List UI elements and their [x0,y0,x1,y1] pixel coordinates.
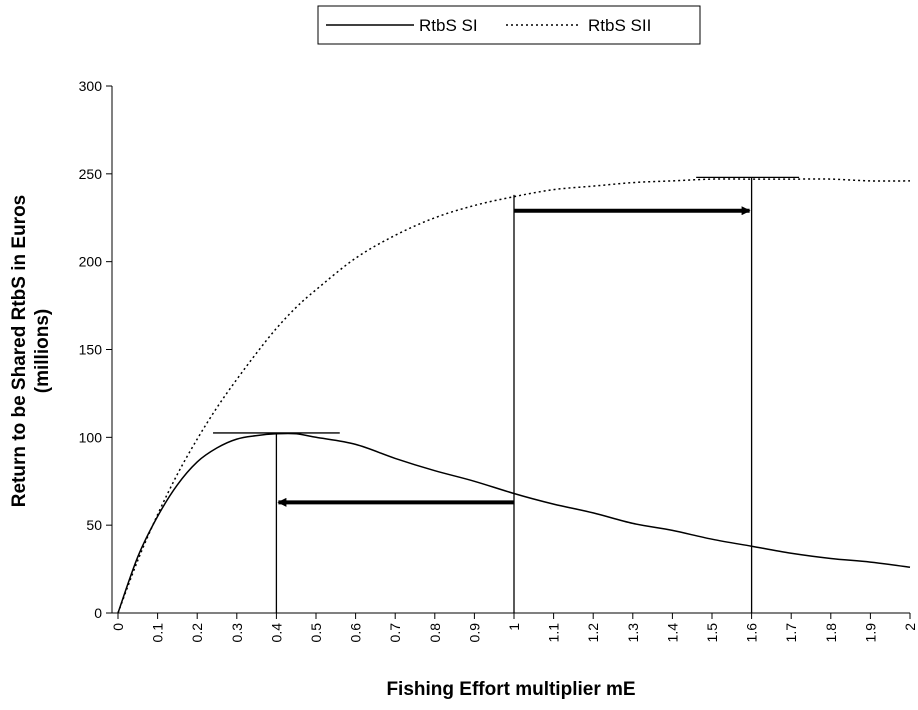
x-tick-label: 0.5 [308,623,324,643]
legend-label-rtbs-si: RtbS SI [419,16,478,35]
legend-label-rtbs-sii: RtbS SII [588,16,651,35]
x-tick-label: 1.4 [664,623,680,643]
x-tick-label: 1.1 [546,623,562,643]
x-tick-label: 0.4 [268,623,284,643]
x-tick-label: 0.1 [150,623,166,643]
y-tick-label: 100 [79,429,103,445]
x-tick-label: 1.6 [744,623,760,643]
y-tick-label: 50 [86,517,102,533]
x-tick-label: 2 [902,623,918,631]
x-tick-label: 0.9 [466,623,482,643]
series-line-rtbs-si [117,432,911,614]
x-tick-label: 0.6 [348,623,364,643]
y-tick-label: 200 [79,254,103,270]
x-tick-label: 1.7 [783,623,799,643]
y-tick-label: 250 [79,166,103,182]
x-axis-title: Fishing Effort multiplier mE [386,679,635,700]
x-tick-label: 1 [506,623,522,631]
y-axis-title-line-2: (millions) [32,309,53,393]
legend: RtbS SI RtbS SII [317,5,701,45]
x-tick-label: 1.8 [823,623,839,643]
annotations [213,176,800,613]
y-tick-label: 300 [79,78,103,94]
y-tick-label: 0 [94,605,102,621]
x-tick-label: 1.2 [585,623,601,643]
x-tick-label: 0.3 [229,623,245,643]
y-tick-label: 150 [79,342,103,358]
axes [111,86,910,614]
y-axis-ticks: 0 50 100 150 200 250 300 [79,78,112,621]
x-tick-label: 0.7 [387,623,403,643]
x-tick-label: 0.2 [189,623,205,643]
x-tick-label: 0.8 [427,623,443,643]
x-axis-ticks: 0 0.1 0.2 0.3 0.4 0.5 0.6 0.7 0.8 0.9 1 1.1 1.2 1.3 1.… [110,613,918,642]
y-axis-title-line-1: Return to be Shared RtbS in Euros [9,195,30,507]
x-tick-label: 1.3 [625,623,641,643]
x-tick-label: 1.5 [704,623,720,643]
x-tick-label: 0 [110,623,126,631]
series-line-rtbs-sii [117,178,911,614]
x-tick-label: 1.9 [862,623,878,643]
